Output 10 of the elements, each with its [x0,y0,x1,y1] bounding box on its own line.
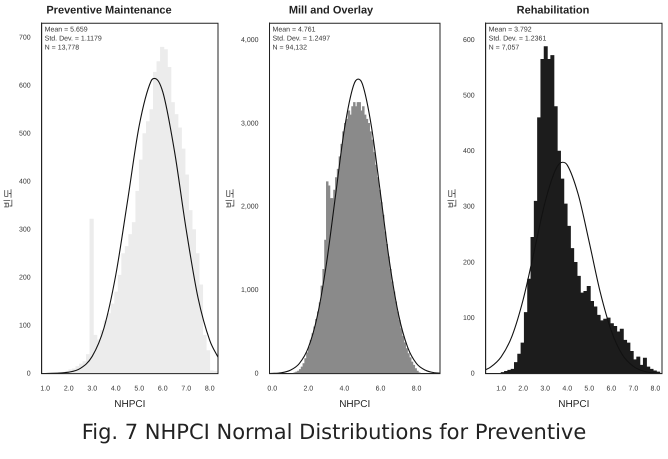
text: Fig. 7 NHPCI Normal Distributions for Preventive [80,419,588,444]
y-axis-title: 빈도 [224,188,236,208]
chart-title: Rehabilitation [516,4,590,17]
y-axis-title: 빈도 [446,188,458,208]
chart-title: Preventive Maintenance [46,4,172,17]
x-axis-title: NHPCI [114,398,146,410]
chart-title: Mill and Overlay [288,4,374,17]
x-axis-title: NHPCI [339,398,370,410]
x-axis-title: NHPCI [558,398,590,410]
y-axis-title: 빈도 [2,188,14,208]
